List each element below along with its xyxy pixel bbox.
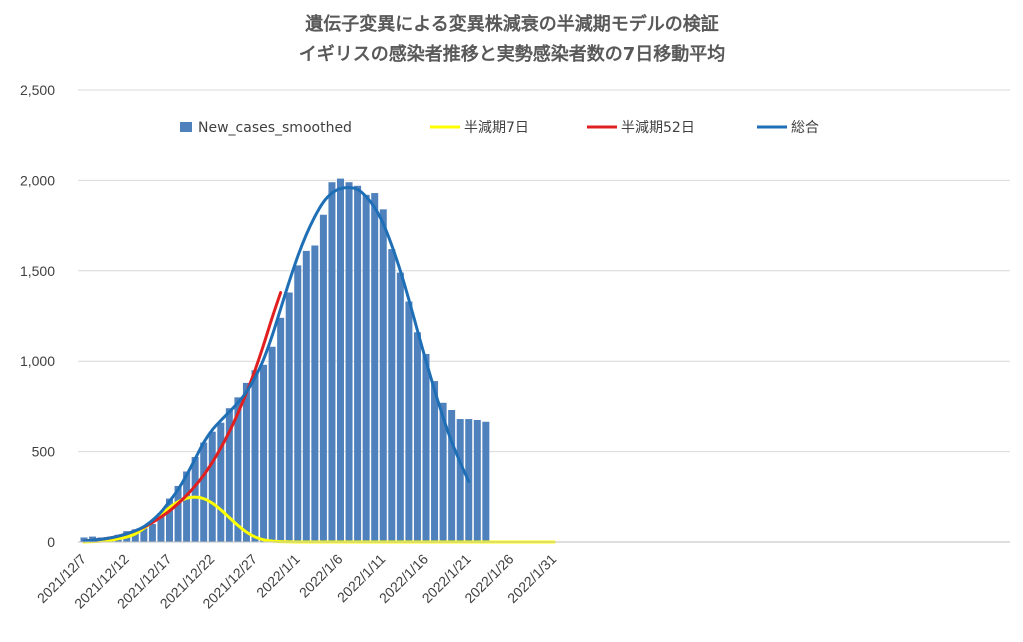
bar <box>217 422 225 542</box>
bar <box>311 245 319 542</box>
y-tick-label: 0 <box>47 534 55 550</box>
bar <box>157 513 165 542</box>
y-tick-label: 500 <box>32 444 56 460</box>
bar <box>396 272 404 542</box>
legend: New_cases_smoothed 半減期7日 半減期52日 総合 <box>180 119 819 136</box>
bar <box>482 421 490 542</box>
bar <box>379 209 387 542</box>
bar <box>362 194 370 542</box>
y-axis-ticks: 0 500 1,000 1,500 2,000 2,500 <box>20 82 55 550</box>
bar <box>448 410 456 542</box>
bar <box>174 485 182 542</box>
bar <box>191 457 199 542</box>
y-tick-label: 1,000 <box>20 353 55 369</box>
bar <box>413 332 421 542</box>
legend-label-bars: New_cases_smoothed <box>198 120 352 136</box>
legend-label-halflife-52: 半減期52日 <box>621 119 695 136</box>
bar <box>260 364 268 542</box>
y-tick-label: 2,500 <box>20 82 55 98</box>
bar <box>251 370 259 542</box>
y-tick-label: 1,500 <box>20 263 55 279</box>
gridlines <box>78 89 1010 453</box>
bar <box>439 402 447 542</box>
bar <box>473 419 481 542</box>
bar <box>285 292 293 542</box>
bar <box>302 250 310 543</box>
bar <box>405 301 413 542</box>
bar <box>131 529 139 542</box>
bar <box>294 265 302 542</box>
bar <box>234 397 242 542</box>
bar <box>431 381 439 542</box>
bar <box>140 527 148 542</box>
bar <box>337 178 344 543</box>
bar <box>319 214 327 542</box>
bar <box>183 471 191 542</box>
bar <box>456 419 464 542</box>
bar <box>166 498 173 542</box>
bar <box>422 353 430 542</box>
bar <box>345 182 353 542</box>
bar <box>371 193 379 542</box>
bar <box>268 346 276 542</box>
bar <box>242 382 250 542</box>
chart-title: 遺伝子変異による変異株減衰の半減期モデルの検証 <box>305 13 718 35</box>
bar <box>148 523 156 542</box>
bar <box>277 317 285 542</box>
bar <box>225 408 233 542</box>
bar <box>328 182 336 542</box>
legend-swatch-bars <box>180 122 192 132</box>
bar <box>200 442 208 542</box>
chart-subtitle: イギリスの感染者推移と実勢感染者数の7日移動平均 <box>299 43 726 65</box>
legend-label-halflife-7: 半減期7日 <box>464 119 529 136</box>
bar <box>354 185 362 542</box>
y-tick-label: 2,000 <box>20 172 55 188</box>
line-total <box>82 186 471 543</box>
legend-label-total: 総合 <box>791 120 819 136</box>
bar <box>208 431 216 542</box>
bar <box>388 249 396 542</box>
